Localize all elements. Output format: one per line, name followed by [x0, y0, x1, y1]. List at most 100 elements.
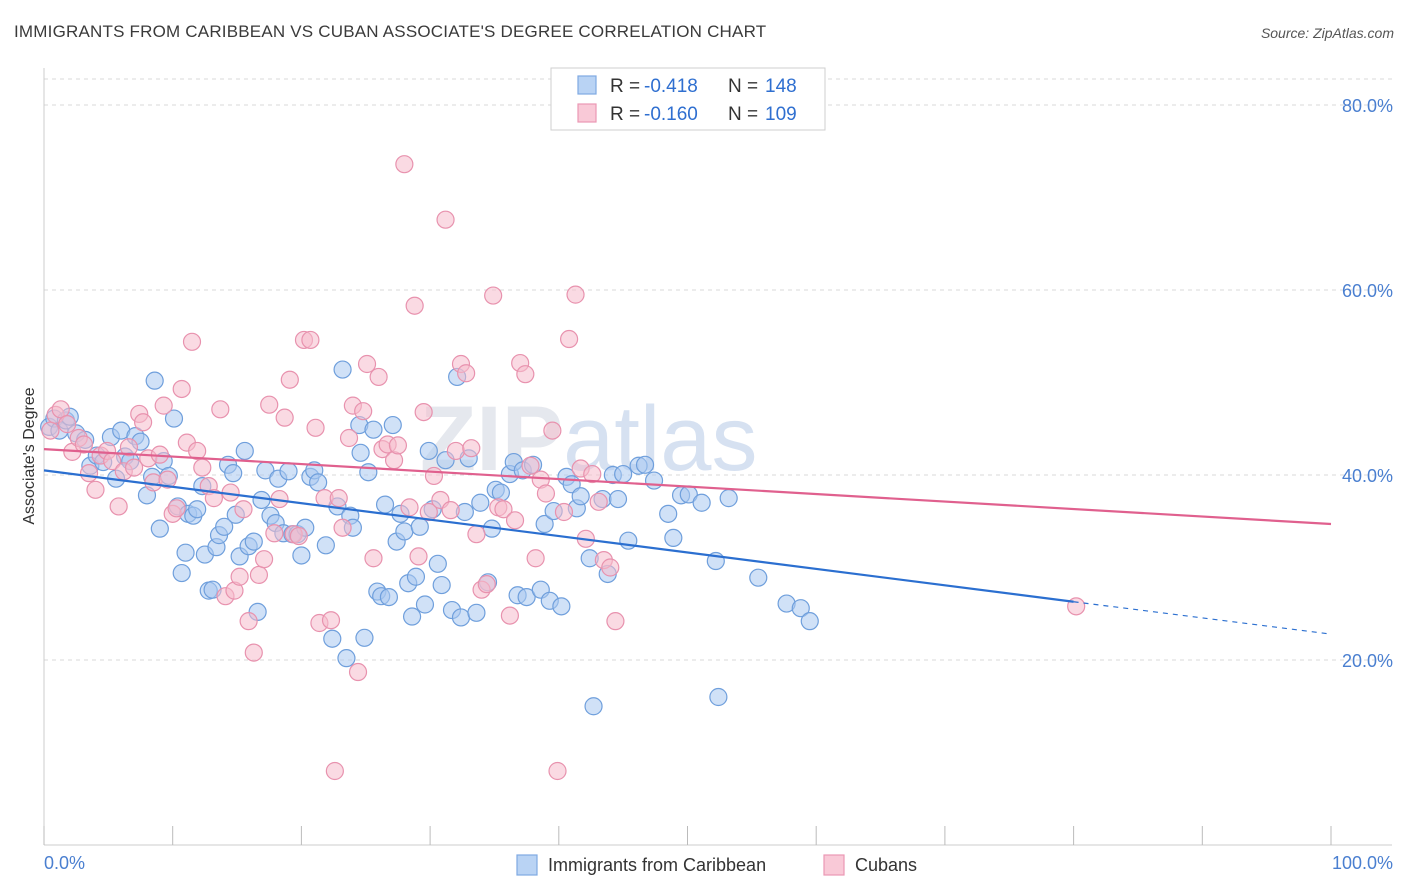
cuban-point-90 [505, 511, 525, 530]
legend-bottom-label-cubans: Cubans [855, 855, 917, 875]
cuban-point-89 [500, 606, 519, 625]
caribbean-point-80 [402, 607, 422, 626]
cuban-point-97 [543, 421, 562, 440]
caribbean-point-54 [292, 546, 311, 565]
caribbean-point-62 [333, 360, 352, 379]
caribbean-point-19 [145, 371, 164, 390]
cuban-point-61 [354, 402, 373, 421]
legend-bottom-label-caribbean: Immigrants from Caribbean [548, 855, 766, 875]
chart-title: IMMIGRANTS FROM CARIBBEAN VS CUBAN ASSOC… [14, 22, 767, 41]
cuban-point-64 [369, 367, 388, 387]
legend-bottom-swatch-caribbean [516, 854, 538, 876]
cuban-point-94 [526, 549, 545, 568]
cuban-point-3 [58, 415, 77, 434]
cuban-point-46 [280, 370, 299, 389]
cuban-point-24 [167, 499, 186, 518]
cuban-point-27 [182, 332, 202, 351]
cuban-point-15 [124, 458, 144, 477]
cuban-point-70 [400, 498, 419, 517]
y-tick-label-40: 40.0% [1342, 466, 1393, 486]
cuban-point-12 [109, 497, 128, 516]
cuban-point-29 [193, 458, 212, 477]
cuban-point-39 [244, 643, 263, 662]
caribbean-point-132 [709, 687, 728, 707]
x-tick-label-max: 100.0% [1332, 853, 1393, 873]
cuban-point-63 [364, 549, 383, 568]
caribbean-point-99 [491, 483, 510, 502]
trend-lines [43, 448, 1332, 635]
cuban-point-31 [204, 489, 223, 508]
cuban-point-50 [301, 330, 320, 350]
caribbean-point-63 [337, 649, 356, 668]
x-tick-label-min: 0.0% [44, 853, 85, 873]
caribbean-point-136 [791, 599, 810, 618]
cuban-point-99 [554, 502, 574, 522]
caribbean-point-26 [176, 543, 195, 562]
cuban-point-107 [601, 558, 620, 577]
y-tick-labels: 20.0% 40.0% 60.0% 80.0% [1342, 96, 1393, 671]
cuban-point-78 [441, 501, 460, 520]
caribbean-point-127 [664, 528, 683, 548]
trend-line-caribbean-extension [1073, 601, 1332, 635]
caribbean-point-84 [419, 441, 438, 461]
caribbean-point-58 [309, 473, 328, 492]
cuban-point-0 [41, 421, 60, 440]
caribbean-point-120 [608, 489, 628, 509]
cuban-point-71 [405, 296, 424, 315]
cuban-point-108 [606, 612, 625, 631]
cuban-point-58 [339, 428, 359, 448]
cuban-point-8 [86, 480, 105, 499]
cuban-point-17 [133, 413, 153, 432]
cuban-point-22 [158, 470, 177, 489]
cuban-point-43 [265, 524, 284, 543]
cuban-point-7 [79, 464, 99, 483]
caribbean-point-29 [188, 500, 207, 519]
cuban-point-81 [457, 364, 476, 383]
caribbean-point-125 [644, 471, 664, 490]
cuban-point-38 [239, 612, 258, 631]
cuban-point-56 [329, 489, 348, 508]
cuban-point-86 [484, 286, 503, 305]
source-label: Source: ZipAtlas.com [1260, 25, 1394, 41]
cuban-point-68 [388, 436, 408, 455]
caribbean-point-133 [719, 489, 738, 508]
caribbean-point-51 [279, 462, 298, 481]
cuban-point-41 [254, 550, 274, 569]
legend-n-label-blue: N = [728, 76, 758, 97]
cuban-point-14 [119, 438, 139, 457]
legend-r-label-blue: R = [610, 76, 640, 97]
cuban-point-60 [348, 662, 368, 682]
x-axis-ticks [43, 826, 1332, 845]
cuban-point-72 [409, 547, 428, 566]
caribbean-point-82 [410, 517, 429, 536]
caribbean-point-134 [749, 568, 768, 587]
caribbean-point-67 [351, 443, 370, 462]
cuban-point-85 [477, 575, 496, 594]
cuban-point-48 [289, 526, 308, 546]
cuban-point-96 [536, 484, 556, 503]
legend-bottom: Immigrants from Caribbean Cubans [516, 854, 917, 876]
caribbean-point-86 [428, 554, 447, 573]
cuban-point-93 [521, 456, 540, 475]
caribbean-point-94 [467, 603, 486, 622]
caribbean-point-23 [164, 409, 184, 428]
caribbean-point-91 [451, 608, 471, 627]
caribbean-point-20 [150, 519, 169, 538]
caribbean-point-137 [800, 612, 819, 631]
caribbean-point-59 [316, 536, 335, 555]
caribbean-point-87 [432, 575, 451, 595]
cuban-point-45 [275, 408, 294, 427]
legend-n-value-pink: 109 [765, 104, 797, 125]
caribbean-point-43 [244, 532, 263, 551]
caribbean-point-68 [355, 628, 374, 647]
cuban-point-83 [467, 525, 486, 544]
caribbean-point-121 [614, 464, 633, 484]
caribbean-point-130 [692, 493, 711, 512]
y-tick-label-20: 20.0% [1342, 651, 1393, 671]
cuban-point-82 [462, 439, 481, 458]
caribbean-point-36 [215, 517, 234, 536]
caribbean-point-95 [471, 493, 490, 512]
y-axis-label: Associate's Degree [21, 387, 38, 524]
caribbean-point-78 [395, 522, 414, 541]
cuban-point-100 [559, 329, 579, 349]
